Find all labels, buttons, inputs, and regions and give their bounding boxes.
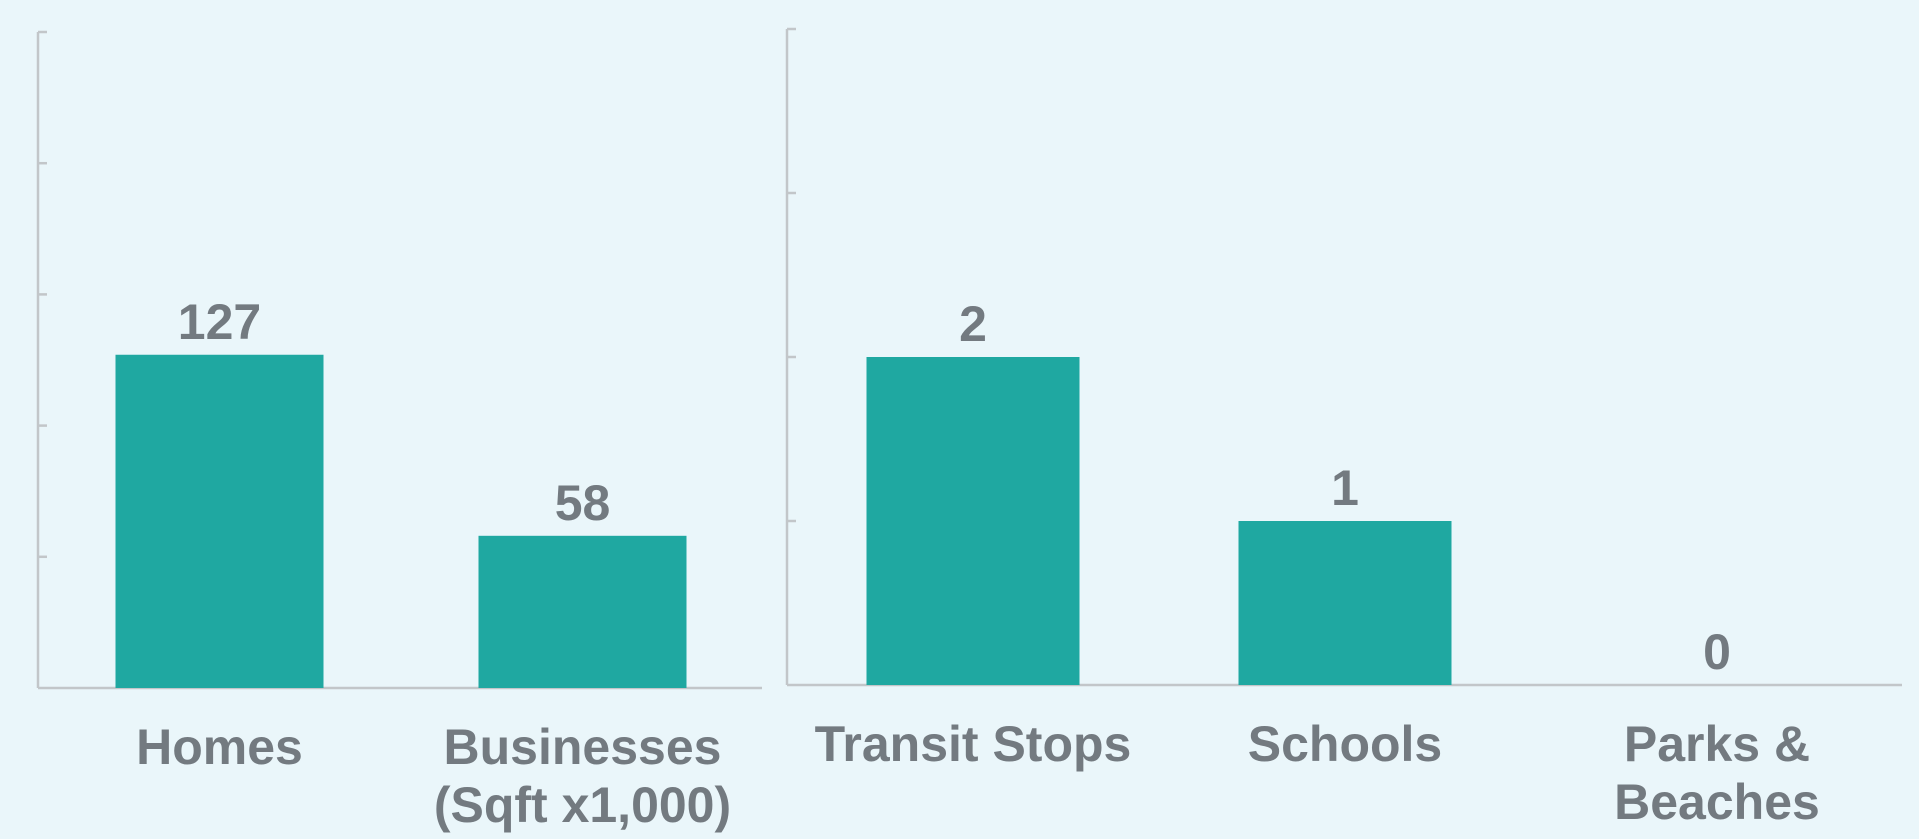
category-label: Homes xyxy=(136,719,303,775)
data-label: 0 xyxy=(1703,624,1731,680)
data-label: 1 xyxy=(1331,460,1359,516)
category-label-line: Parks & xyxy=(1624,716,1810,772)
bar xyxy=(1238,521,1452,685)
category-label: Parks & Beaches xyxy=(1614,716,1820,830)
category-label: Businesses (Sqft x1,000) xyxy=(434,719,731,833)
bar xyxy=(866,357,1080,685)
category-label: Schools xyxy=(1248,716,1442,772)
data-label: 127 xyxy=(178,294,261,350)
category-label-line: Homes xyxy=(136,719,303,775)
category-label-line: Schools xyxy=(1248,716,1442,772)
data-label: 58 xyxy=(555,475,611,531)
bar xyxy=(115,354,324,688)
data-label: 2 xyxy=(959,296,987,352)
chart-transit-schools-parks: 2 Transit Stops 1 Schools 0 Parks & Beaches xyxy=(785,27,1902,830)
category-label-line: Beaches xyxy=(1614,774,1820,830)
category-label: Transit Stops xyxy=(815,716,1132,772)
bar xyxy=(478,535,687,688)
category-label-line: Transit Stops xyxy=(815,716,1132,772)
chart-homes-businesses: 127 Homes 58 Businesses (Sqft x1,000) xyxy=(36,30,762,833)
category-label-line: (Sqft x1,000) xyxy=(434,777,731,833)
category-label-line: Businesses xyxy=(444,719,722,775)
